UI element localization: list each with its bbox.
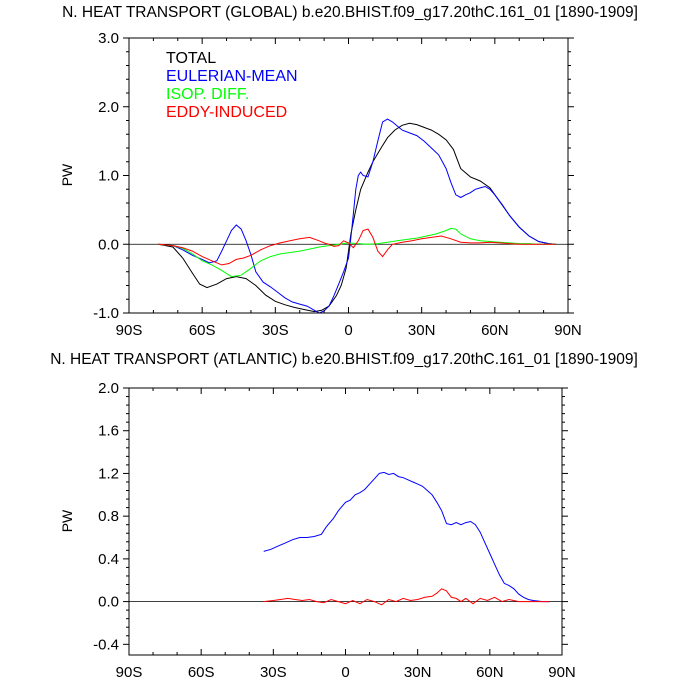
global-x-tick-label: 30S bbox=[262, 322, 289, 339]
atlantic-x-tick-label: 90N bbox=[548, 664, 576, 681]
global-y-tick-label: 3.0 bbox=[98, 30, 119, 47]
global-x-tick-label: 0 bbox=[344, 322, 352, 339]
global-y-tick-label: 1.0 bbox=[98, 168, 119, 185]
atlantic-y-tick-label: 1.6 bbox=[98, 423, 119, 440]
atlantic-x-tick-label: 90S bbox=[116, 664, 143, 681]
atlantic-plot-frame bbox=[128, 387, 563, 656]
atlantic-y-tick-label: -0.4 bbox=[93, 636, 119, 653]
legend-eulerian-mean: EULERIAN-MEAN bbox=[166, 68, 298, 85]
atlantic-x-tick-label: 0 bbox=[341, 664, 349, 681]
global-series-total bbox=[158, 122, 556, 313]
global-x-tick-label: 60S bbox=[189, 322, 216, 339]
legend-total: TOTAL bbox=[166, 50, 216, 67]
atlantic-x-tick-label: 60N bbox=[476, 664, 504, 681]
global-y-axis-label: PW bbox=[59, 163, 75, 186]
atlantic-x-tick-label: 30S bbox=[260, 664, 287, 681]
atlantic-y-axis-label: PW bbox=[59, 509, 75, 532]
atlantic-series-eddy-induced bbox=[263, 588, 550, 606]
global-series-eulerian-mean bbox=[158, 118, 556, 314]
legend-isop-diff: ISOP. DIFF. bbox=[166, 86, 249, 103]
global-x-tick-label: 90N bbox=[554, 322, 582, 339]
atlantic-chart-title: N. HEAT TRANSPORT (ATLANTIC) b.e20.BHIST… bbox=[50, 351, 638, 368]
global-x-tick-label: 60N bbox=[481, 322, 509, 339]
atlantic-y-tick-label: 1.2 bbox=[98, 465, 119, 482]
atlantic-series-eulerian-mean bbox=[263, 471, 550, 603]
atlantic-x-tick-label: 30N bbox=[404, 664, 432, 681]
global-legend: TOTAL EULERIAN-MEAN ISOP. DIFF. EDDY-IND… bbox=[166, 50, 298, 121]
global-y-tick-label: 0.0 bbox=[98, 236, 119, 253]
global-y-tick-label: 2.0 bbox=[98, 99, 119, 116]
legend-eddy-induced: EDDY-INDUCED bbox=[166, 104, 287, 121]
global-y-tick-label: -1.0 bbox=[93, 305, 119, 322]
global-series-isop-diff bbox=[158, 227, 556, 278]
atlantic-y-tick-label: 2.0 bbox=[98, 380, 119, 397]
global-x-tick-label: 90S bbox=[116, 322, 143, 339]
global-chart-title: N. HEAT TRANSPORT (GLOBAL) b.e20.BHIST.f… bbox=[62, 4, 638, 21]
global-x-tick-label: 30N bbox=[408, 322, 436, 339]
atlantic-y-tick-label: 0.8 bbox=[98, 508, 119, 525]
global-series-eddy-induced bbox=[158, 228, 556, 266]
atlantic-x-tick-label: 60S bbox=[188, 664, 215, 681]
atlantic-y-tick-label: 0.4 bbox=[98, 551, 119, 568]
atlantic-y-tick-label: 0.0 bbox=[98, 594, 119, 611]
